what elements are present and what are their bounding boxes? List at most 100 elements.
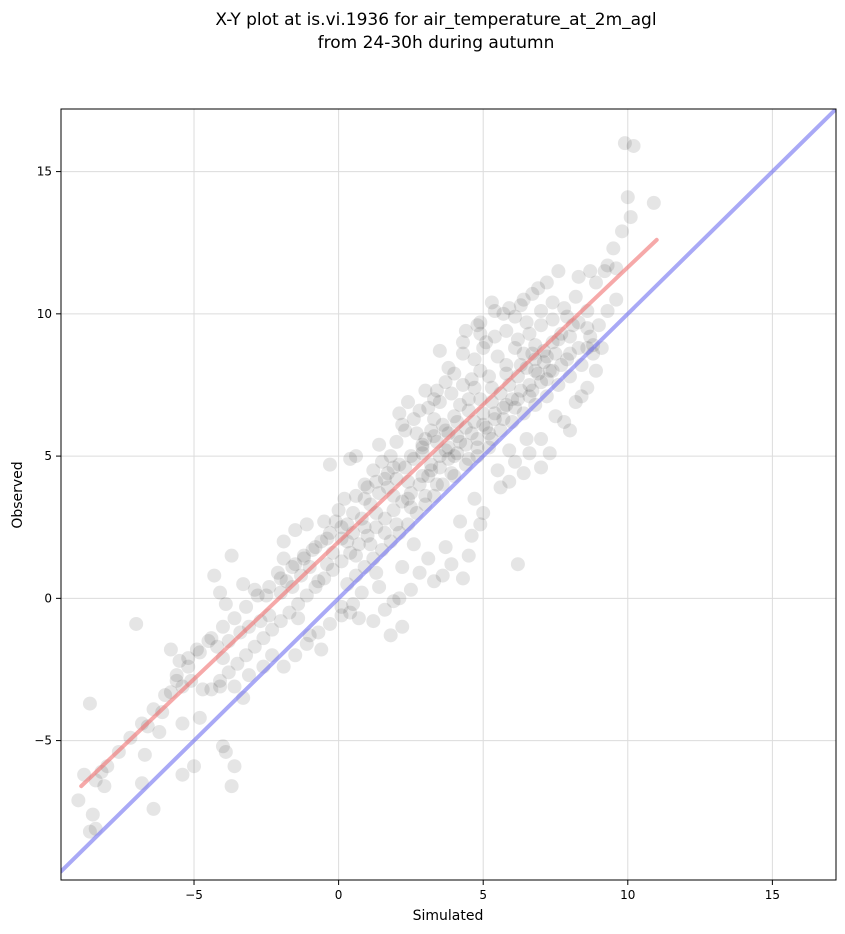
data-point (308, 540, 323, 555)
data-point (435, 477, 450, 492)
data-point (270, 565, 285, 580)
data-point (236, 577, 251, 592)
data-point (357, 491, 372, 506)
data-point (447, 366, 462, 381)
data-point (487, 412, 502, 427)
data-point (441, 360, 456, 375)
data-point (432, 460, 447, 475)
data-point (415, 437, 430, 452)
data-point (346, 597, 361, 612)
data-point (522, 377, 537, 392)
data-point (82, 696, 97, 711)
data-point (557, 414, 572, 429)
data-point (499, 323, 514, 338)
y-tick-label: 15 (37, 165, 52, 179)
data-point (314, 642, 329, 657)
data-point (438, 443, 453, 458)
data-point (435, 417, 450, 432)
data-point (152, 725, 167, 740)
data-point (351, 537, 366, 552)
data-point (519, 315, 534, 330)
data-point (626, 138, 641, 153)
data-point (545, 295, 560, 310)
data-point (479, 420, 494, 435)
data-point (282, 605, 297, 620)
data-point (455, 335, 470, 350)
data-point (383, 628, 398, 643)
data-point (427, 574, 442, 589)
data-point (499, 397, 514, 412)
data-point (461, 548, 476, 563)
data-point (441, 440, 456, 455)
data-point (213, 679, 228, 694)
data-point (343, 451, 358, 466)
data-point (458, 323, 473, 338)
data-point (401, 491, 416, 506)
data-point (470, 440, 485, 455)
data-point (516, 292, 531, 307)
data-point (609, 292, 624, 307)
data-point (479, 335, 494, 350)
data-point (357, 477, 372, 492)
data-point (528, 363, 543, 378)
data-point (348, 449, 363, 464)
data-point (568, 289, 583, 304)
data-point (545, 363, 560, 378)
data-point (314, 534, 329, 549)
data-point (539, 349, 554, 364)
data-point (473, 315, 488, 330)
data-point (525, 286, 540, 301)
data-point (531, 366, 546, 381)
data-point (207, 568, 222, 583)
data-point (322, 616, 337, 631)
x-tick-label: 5 (479, 888, 487, 902)
data-point (493, 480, 508, 495)
data-point (82, 824, 97, 839)
data-point (412, 403, 427, 418)
scatter-points (71, 136, 661, 839)
data-point (539, 372, 554, 387)
data-point (508, 309, 523, 324)
data-point (519, 432, 534, 447)
data-point (473, 363, 488, 378)
axis-ticks: −5 0 5 10 15 −5 0 5 10 15 (34, 165, 780, 902)
data-point (215, 739, 230, 754)
data-point (516, 346, 531, 361)
data-point (484, 295, 499, 310)
data-point (221, 665, 236, 680)
data-point (218, 597, 233, 612)
data-point (351, 611, 366, 626)
data-point (490, 349, 505, 364)
data-point (513, 358, 528, 373)
data-point (646, 195, 661, 210)
data-point (392, 406, 407, 421)
data-point (311, 625, 326, 640)
data-point (406, 412, 421, 427)
data-point (227, 611, 242, 626)
y-tick-label: 10 (37, 307, 52, 321)
data-point (308, 579, 323, 594)
data-point (389, 434, 404, 449)
x-axis-label: Simulated (413, 908, 484, 924)
data-point (516, 466, 531, 481)
data-point (204, 631, 219, 646)
data-point (502, 443, 517, 458)
data-point (241, 668, 256, 683)
data-point (129, 616, 144, 631)
data-point (438, 540, 453, 555)
data-point (467, 491, 482, 506)
data-point (386, 503, 401, 518)
data-point (175, 767, 190, 782)
data-point (539, 275, 554, 290)
x-tick-label: 10 (620, 888, 635, 902)
data-point (354, 585, 369, 600)
data-point (473, 326, 488, 341)
y-tick-label: −5 (34, 734, 52, 748)
data-point (502, 301, 517, 316)
data-point (548, 346, 563, 361)
data-point (617, 136, 632, 151)
data-point (600, 258, 615, 273)
data-point (536, 355, 551, 370)
data-point (560, 352, 575, 367)
